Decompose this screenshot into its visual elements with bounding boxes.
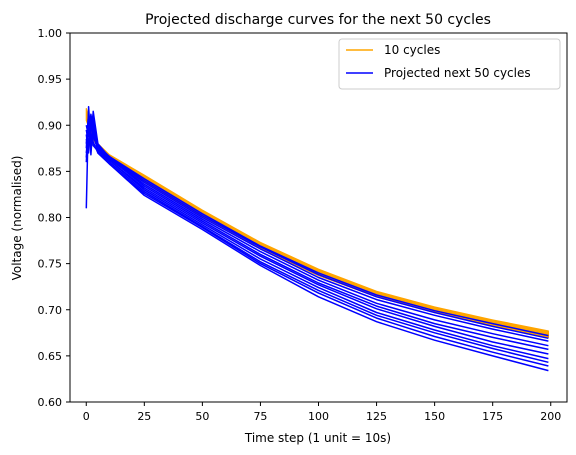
x-tick-label: 150 (424, 410, 445, 423)
y-tick-label: 0.75 (38, 258, 63, 271)
series-projected-curve-4 (85, 117, 549, 347)
y-axis: 0.60 0.65 0.70 0.75 0.80 0.85 0.90 0.95 1.00 (38, 27, 70, 409)
y-tick-label: 0.95 (38, 73, 63, 86)
y-tick-label: 1.00 (38, 27, 63, 40)
series-10-cycles-band (85, 108, 549, 338)
y-tick-label: 0.80 (38, 212, 63, 225)
x-tick-label: 0 (83, 410, 90, 423)
series-projected-curve-1 (85, 106, 549, 337)
x-tick-label: 200 (540, 410, 561, 423)
y-axis-label: Voltage (normalised) (10, 156, 24, 281)
series-projected-curve-3 (85, 110, 549, 342)
y-tick-label: 0.70 (38, 304, 63, 317)
x-tick-label: 25 (137, 410, 151, 423)
series-projected-curve-10 (85, 110, 549, 372)
plot-area (85, 106, 549, 372)
x-tick-label: 100 (308, 410, 329, 423)
series-projected-curve-9 (85, 122, 549, 367)
legend: 10 cycles Projected next 50 cycles (338, 38, 561, 90)
x-axis-label: Time step (1 unit = 10s) (244, 431, 391, 445)
x-axis: 0 25 50 75 100 125 150 175 200 (83, 402, 561, 423)
series-projected-curve-2 (85, 113, 549, 340)
chart-title: Projected discharge curves for the next … (145, 12, 491, 28)
series-projected-curve-5 (85, 113, 549, 351)
x-tick-label: 75 (253, 410, 267, 423)
legend-label-projected: Projected next 50 cycles (384, 66, 531, 80)
y-tick-label: 0.60 (38, 396, 63, 409)
series-projected-curve-8 (85, 119, 549, 364)
y-tick-label: 0.65 (38, 350, 63, 363)
y-tick-label: 0.90 (38, 119, 63, 132)
x-tick-label: 175 (482, 410, 503, 423)
x-tick-label: 50 (195, 410, 209, 423)
x-tick-label: 125 (366, 410, 387, 423)
legend-label-10-cycles: 10 cycles (384, 43, 440, 57)
legend-box (338, 38, 561, 90)
y-tick-label: 0.85 (38, 165, 63, 178)
